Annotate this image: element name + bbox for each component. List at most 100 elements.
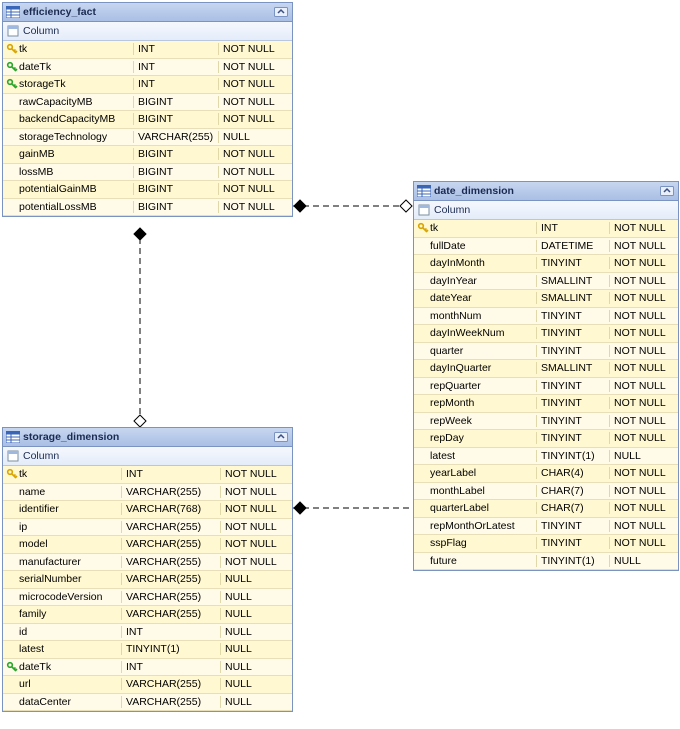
column-header-label: Column xyxy=(434,204,470,216)
column-type: TINYINT xyxy=(536,415,609,427)
column-nullability: NULL xyxy=(220,643,291,655)
table-row[interactable]: rawCapacityMBBIGINTNOT NULL xyxy=(3,94,292,112)
table-row[interactable]: microcodeVersionVARCHAR(255)NULL xyxy=(3,589,292,607)
table-row[interactable]: dateTkINTNOT NULL xyxy=(3,59,292,77)
table-row[interactable]: dayInYearSMALLINTNOT NULL xyxy=(414,273,678,291)
table-row[interactable]: dataCenterVARCHAR(255)NULL xyxy=(3,694,292,712)
foreign-key-icon xyxy=(5,61,19,73)
table-row[interactable]: fullDateDATETIMENOT NULL xyxy=(414,238,678,256)
column-nullability: NOT NULL xyxy=(220,538,291,550)
column-name: dayInWeekNum xyxy=(430,327,536,339)
table-row[interactable]: repWeekTINYINTNOT NULL xyxy=(414,413,678,431)
table-row[interactable]: lossMBBIGINTNOT NULL xyxy=(3,164,292,182)
entity-efficiency_fact[interactable]: efficiency_fact Column tkINTNOT NULLdateTk… xyxy=(2,2,293,217)
column-type: VARCHAR(255) xyxy=(133,131,218,143)
column-nullability: NULL xyxy=(609,450,678,462)
column-name: family xyxy=(19,608,121,620)
table-row[interactable]: dateYearSMALLINTNOT NULL xyxy=(414,290,678,308)
table-row[interactable]: sspFlagTINYINTNOT NULL xyxy=(414,535,678,553)
table-row[interactable]: quarterTINYINTNOT NULL xyxy=(414,343,678,361)
column-type: VARCHAR(255) xyxy=(121,678,220,690)
table-row[interactable]: backendCapacityMBBIGINTNOT NULL xyxy=(3,111,292,129)
table-row[interactable]: manufacturerVARCHAR(255)NOT NULL xyxy=(3,554,292,572)
foreign-key-icon xyxy=(5,661,19,673)
column-nullability: NOT NULL xyxy=(218,201,289,213)
column-nullability: NOT NULL xyxy=(220,503,291,515)
column-nullability: NOT NULL xyxy=(609,415,678,427)
table-row[interactable]: dayInWeekNumTINYINTNOT NULL xyxy=(414,325,678,343)
column-name: latest xyxy=(430,450,536,462)
solid-diamond-endpoint xyxy=(294,502,306,514)
table-row[interactable]: tkINTNOT NULL xyxy=(414,220,678,238)
column-nullability: NOT NULL xyxy=(220,556,291,568)
column-name: repMonth xyxy=(430,397,536,409)
table-row[interactable]: monthLabelCHAR(7)NOT NULL xyxy=(414,483,678,501)
table-row[interactable]: dayInMonthTINYINTNOT NULL xyxy=(414,255,678,273)
collapse-button[interactable] xyxy=(273,430,289,444)
table-row[interactable]: futureTINYINT(1)NULL xyxy=(414,553,678,571)
column-type: BIGINT xyxy=(133,96,218,108)
column-name: repQuarter xyxy=(430,380,536,392)
entity-date_dimension[interactable]: date_dimensionColumntkINTNOT NULLfullDat… xyxy=(413,181,679,571)
column-type: TINYINT xyxy=(536,397,609,409)
table-row[interactable]: tkINTNOT NULL xyxy=(3,466,292,484)
column-type: TINYINT xyxy=(536,345,609,357)
column-type: BIGINT xyxy=(133,148,218,160)
table-row[interactable]: nameVARCHAR(255)NOT NULL xyxy=(3,484,292,502)
entity-storage_dimension[interactable]: storage_dimensionColumntkINTNOT NULLname… xyxy=(2,427,293,712)
rows: tkINTNOT NULLfullDateDATETIMENOT NULLday… xyxy=(414,220,678,570)
column-name: dayInMonth xyxy=(430,257,536,269)
table-icon xyxy=(417,184,431,198)
table-row[interactable]: potentialLossMBBIGINTNOT NULL xyxy=(3,199,292,217)
column-name: microcodeVersion xyxy=(19,591,121,603)
table-row[interactable]: serialNumberVARCHAR(255)NULL xyxy=(3,571,292,589)
collapse-button[interactable] xyxy=(273,5,289,19)
hollow-diamond-endpoint xyxy=(134,415,146,427)
column-name: name xyxy=(19,486,121,498)
table-row[interactable]: storageTechnologyVARCHAR(255)NULL xyxy=(3,129,292,147)
table-row[interactable]: urlVARCHAR(255)NULL xyxy=(3,676,292,694)
table-row[interactable]: storageTkINTNOT NULL xyxy=(3,76,292,94)
table-row[interactable]: dateTkINTNULL xyxy=(3,659,292,677)
table-row[interactable]: idINTNULL xyxy=(3,624,292,642)
table-row[interactable]: modelVARCHAR(255)NOT NULL xyxy=(3,536,292,554)
hollow-diamond-endpoint xyxy=(400,200,412,212)
column-nullability: NULL xyxy=(220,696,291,708)
entity-titlebar[interactable]: storage_dimension xyxy=(3,428,292,447)
table-row[interactable]: gainMBBIGINTNOT NULL xyxy=(3,146,292,164)
column-type: VARCHAR(255) xyxy=(121,608,220,620)
table-row[interactable]: latestTINYINT(1)NULL xyxy=(3,641,292,659)
collapse-button[interactable] xyxy=(659,184,675,198)
column-header-label: Column xyxy=(23,25,59,37)
table-row[interactable]: yearLabelCHAR(4)NOT NULL xyxy=(414,465,678,483)
column-type: TINYINT(1) xyxy=(536,555,609,567)
foreign-key-icon xyxy=(5,78,19,90)
table-row[interactable]: potentialGainMBBIGINTNOT NULL xyxy=(3,181,292,199)
column-nullability: NOT NULL xyxy=(609,397,678,409)
column-type: BIGINT xyxy=(133,113,218,125)
table-row[interactable]: repMonthTINYINTNOT NULL xyxy=(414,395,678,413)
column-name: yearLabel xyxy=(430,467,536,479)
table-row[interactable]: identifierVARCHAR(768)NOT NULL xyxy=(3,501,292,519)
table-row[interactable]: monthNumTINYINTNOT NULL xyxy=(414,308,678,326)
column-header: Column xyxy=(414,201,678,220)
entity-title: efficiency_fact xyxy=(23,6,273,18)
table-row[interactable]: repMonthOrLatestTINYINTNOT NULL xyxy=(414,518,678,536)
table-row[interactable]: quarterLabelCHAR(7)NOT NULL xyxy=(414,500,678,518)
entity-titlebar[interactable]: date_dimension xyxy=(414,182,678,201)
table-row[interactable]: repQuarterTINYINTNOT NULL xyxy=(414,378,678,396)
entity-titlebar[interactable]: efficiency_fact xyxy=(3,3,292,22)
table-row[interactable]: repDayTINYINTNOT NULL xyxy=(414,430,678,448)
column-type: VARCHAR(255) xyxy=(121,538,220,550)
table-row[interactable]: tkINTNOT NULL xyxy=(3,41,292,59)
column-type: DATETIME xyxy=(536,240,609,252)
table-row[interactable]: dayInQuarterSMALLINTNOT NULL xyxy=(414,360,678,378)
column-name: fullDate xyxy=(430,240,536,252)
column-name: potentialLossMB xyxy=(19,201,133,213)
table-row[interactable]: ipVARCHAR(255)NOT NULL xyxy=(3,519,292,537)
table-row[interactable]: latestTINYINT(1)NULL xyxy=(414,448,678,466)
column-type: VARCHAR(255) xyxy=(121,486,220,498)
column-nullability: NOT NULL xyxy=(218,43,289,55)
column-type: INT xyxy=(133,78,218,90)
table-row[interactable]: familyVARCHAR(255)NULL xyxy=(3,606,292,624)
